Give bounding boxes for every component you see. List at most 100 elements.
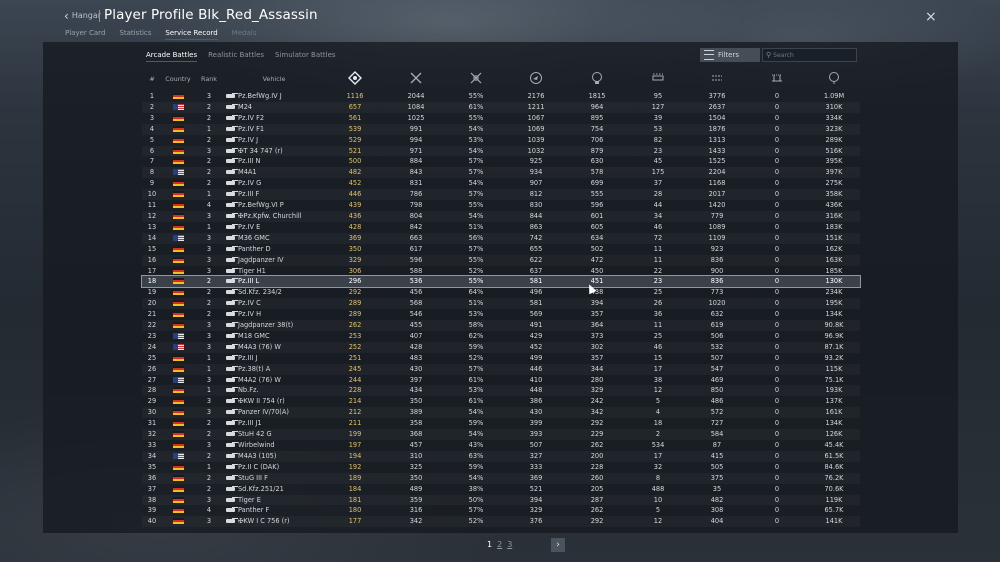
table-row[interactable]: 28 1 Nb.Fz. 228 434 53% 448 329 12 850 0 193K (142, 385, 860, 396)
table-row[interactable]: 14 3 M36 GMC 369 663 56% 742 634 72 1109 0 151K (142, 233, 860, 244)
col-header-country[interactable]: Country (165, 75, 191, 83)
table-row[interactable]: 36 2 StuG III F 189 350 54% 369 260 8 375 0 76.2K (142, 473, 860, 484)
tab-player-card[interactable]: Player Card (65, 29, 106, 37)
cell-deaths: 262 (590, 441, 604, 449)
table-row[interactable]: 27 3 M4A2 (76) W 244 397 61% 410 280 38 469 0 75.1K (142, 375, 860, 386)
table-row[interactable]: 38 3 Tiger E 181 359 50% 394 287 10 482 0 119K (142, 495, 860, 506)
table-row[interactable]: 26 1 Pz.38(t) A 245 430 57% 446 344 17 547 0 115K (142, 364, 860, 375)
back-to-hangar-link[interactable]: ‹ Hangar (64, 10, 101, 22)
table-row[interactable]: 29 3 ✠KW II 754 (r) 214 350 61% 386 242 5 486 0 137… (142, 396, 860, 407)
col-header-naval-kills[interactable] (746, 67, 808, 91)
cell-victories-percent: 57% (446, 189, 506, 200)
tab-realistic-battles[interactable]: Realistic Battles (208, 51, 265, 59)
table-row[interactable]: 13 1 Pz.IV E 428 842 51% 863 605 46 1089 0 183K (142, 222, 860, 233)
page-link-3[interactable]: 3 (507, 540, 513, 549)
filters-label: Filters (718, 51, 739, 59)
cell-deaths: 364 (566, 320, 628, 331)
cell-naval-kills: 0 (774, 462, 780, 471)
col-header-battles[interactable] (386, 67, 446, 91)
table-row[interactable]: 30 3 Panzer IV/70(A) 212 389 54% 430 342 4 572 0 16… (142, 407, 860, 418)
cell-vehicle: ✠T 34 747 (r) (224, 146, 324, 157)
table-row[interactable]: 11 4 Pz.BefWg.VI P 439 798 55% 830 596 44 1420 0 43… (142, 200, 860, 211)
air-kills-icon (710, 71, 724, 85)
cell-air-kills: 28 (628, 189, 688, 200)
cell-rank: 1 (206, 222, 212, 231)
tab-statistics[interactable]: Statistics (119, 29, 152, 37)
table-row[interactable]: 3 2 Pz.IV F2 561 1025 55% 1067 895 39 1504 0 334K (142, 113, 860, 124)
col-header-respawns[interactable] (506, 67, 566, 91)
cell-respawns: 830 (529, 201, 543, 210)
table-row[interactable]: 8 2 M4A1 482 843 57% 934 578 175 2204 0 397K (142, 167, 860, 178)
table-row[interactable]: 17 3 Tiger H1 306 588 52% 637 450 22 900 0 185K (142, 266, 860, 277)
search-input[interactable]: ⚲ Search (762, 48, 857, 62)
cell-respawns: 1069 (506, 124, 566, 135)
table-row[interactable]: 39 4 Panther F 180 316 57% 329 262 5 308 0 65.7K (142, 505, 860, 516)
cell-victories-percent: 54% (446, 407, 506, 418)
table-row[interactable]: 35 1 Pz.II C (DAK) 192 325 59% 333 228 32 505 0 84.… (142, 462, 860, 473)
close-icon[interactable]: × (925, 9, 937, 25)
col-header-number[interactable]: # (149, 75, 155, 83)
cell-research-points: 134K (825, 310, 843, 319)
col-header-ground-kills[interactable] (628, 67, 688, 91)
table-row[interactable]: 16 3 Jagdpanzer IV 329 596 55% 622 472 11 836 0 163… (142, 255, 860, 266)
cell-victories-percent: 64% (468, 288, 484, 297)
tab-arcade-battles[interactable]: Arcade Battles (146, 51, 198, 62)
table-row[interactable]: 20 2 Pz.IV C 289 568 51% 581 394 26 1020 0 195K (142, 298, 860, 309)
table-row[interactable]: 32 2 StuH 42 G 199 368 54% 393 229 2 584 0 126K (142, 429, 860, 440)
cell-vehicle: StuH 42 G (224, 429, 324, 440)
cell-deaths: 357 (590, 353, 604, 362)
cell-number: 20 (142, 298, 162, 309)
table-row[interactable]: 10 1 Pz.III F 446 786 57% 812 555 28 2017 0 358K (142, 189, 860, 200)
tab-simulator-battles[interactable]: Simulator Battles (275, 51, 336, 59)
next-page-button[interactable]: › (551, 538, 565, 552)
cell-score: 197 (348, 441, 362, 449)
table-row[interactable]: 7 2 Pz.III N 500 884 57% 925 630 45 1525 0 395K (142, 156, 860, 167)
cell-country (162, 124, 194, 135)
tank-icon (226, 376, 238, 382)
col-header-rank[interactable]: Rank (201, 75, 217, 83)
table-row[interactable]: 40 3 ✠KW I C 756 (r) 177 342 52% 376 292 12 404 0 1… (142, 516, 860, 527)
vehicle-name: Pz.III N (238, 157, 261, 166)
cell-rank: 2 (206, 484, 212, 493)
col-header-deaths[interactable] (566, 67, 628, 91)
table-row[interactable]: 6 3 ✠T 34 747 (r) 521 971 54% 1032 879 23 1433 0 51… (142, 146, 860, 157)
cell-ground-kills: 572 (688, 407, 746, 418)
table-row[interactable]: 18 2 Pz.III L 296 536 55% 581 451 23 836 0 130K (141, 275, 861, 289)
cell-deaths: 601 (566, 211, 628, 222)
table-row[interactable]: 15 3 Panther D 350 617 57% 655 502 11 923 0 162K (142, 244, 860, 255)
col-header-score[interactable] (324, 67, 386, 91)
table-row[interactable]: 24 3 M4A3 (76) W 252 428 59% 452 302 46 532 0 87.1K (142, 342, 860, 353)
usa-flag-icon (172, 169, 184, 176)
col-header-air-kills[interactable] (688, 67, 746, 91)
table-row[interactable]: 19 2 Sd.Kfz. 234/2 292 456 64% 496 438 25 773 0 234… (142, 287, 860, 298)
cell-vehicle: Pz.BefWg.VI P (224, 200, 324, 211)
page-current[interactable]: 1 (487, 540, 493, 549)
table-row[interactable]: 4 1 Pz.IV F1 539 991 54% 1069 754 53 1876 0 323K (142, 124, 860, 135)
page-link-2[interactable]: 2 (497, 540, 503, 549)
table-row[interactable]: 1 3 Pz.BefWg.IV J 1116 2044 55% 2176 1815 95 3776… (142, 91, 860, 102)
table-row[interactable]: 37 2 Sd.Kfz.251/21 184 489 38% 521 205 488 35 0 70.… (142, 484, 860, 495)
table-row[interactable]: 21 2 Pz.IV H 289 546 53% 569 357 36 632 0 134K (142, 309, 860, 320)
cell-country (162, 189, 194, 200)
table-row[interactable]: 12 3 ✠Pz.Kpfw. Churchill 436 804 54% 844 601 34 7… (142, 211, 860, 222)
vehicle-name: M4A3 (105) (238, 451, 277, 460)
table-row[interactable]: 22 3 Jagdpanzer 38(t) 262 455 58% 491 364 11 619 0… (142, 320, 860, 331)
table-row[interactable]: 31 2 Pz.III J1 211 358 59% 399 292 18 727 0 134K (142, 418, 860, 429)
cell-respawns: 369 (506, 473, 566, 484)
col-header-vehicle[interactable]: Vehicle (262, 75, 286, 83)
table-row[interactable]: 9 2 Pz.IV G 452 831 54% 907 699 37 1168 0 275K (142, 178, 860, 189)
table-row[interactable]: 5 2 Pz.IV J 529 994 53% 1039 706 82 1313 0 289K (142, 135, 860, 146)
table-row[interactable]: 23 3 M18 GMC 253 407 62% 429 373 25 506 0 96.9K (142, 331, 860, 342)
filters-button[interactable]: Filters (700, 48, 760, 62)
col-header-victories[interactable] (446, 67, 506, 91)
table-row[interactable]: 25 1 Pz.III J 251 483 52% 499 357 15 507 0 93.2K (142, 353, 860, 364)
germany-flag-icon (172, 125, 184, 132)
table-row[interactable]: 33 3 Wirbelwind 197 457 43% 507 262 534 87 0 45.4K (142, 440, 860, 451)
tab-medals[interactable]: Medals (231, 29, 257, 37)
cell-vehicle: Pz.IV J (224, 135, 324, 146)
col-header-research-points[interactable] (808, 67, 860, 91)
tab-service-record[interactable]: Service Record (165, 29, 218, 40)
table-row[interactable]: 2 2 M24 657 1084 61% 1211 964 127 2637 0 310K (142, 102, 860, 113)
table-row[interactable]: 34 2 M4A3 (105) 194 310 63% 327 200 17 415 0 61.5K (142, 451, 860, 462)
cell-air-kills: 175 (628, 167, 688, 178)
